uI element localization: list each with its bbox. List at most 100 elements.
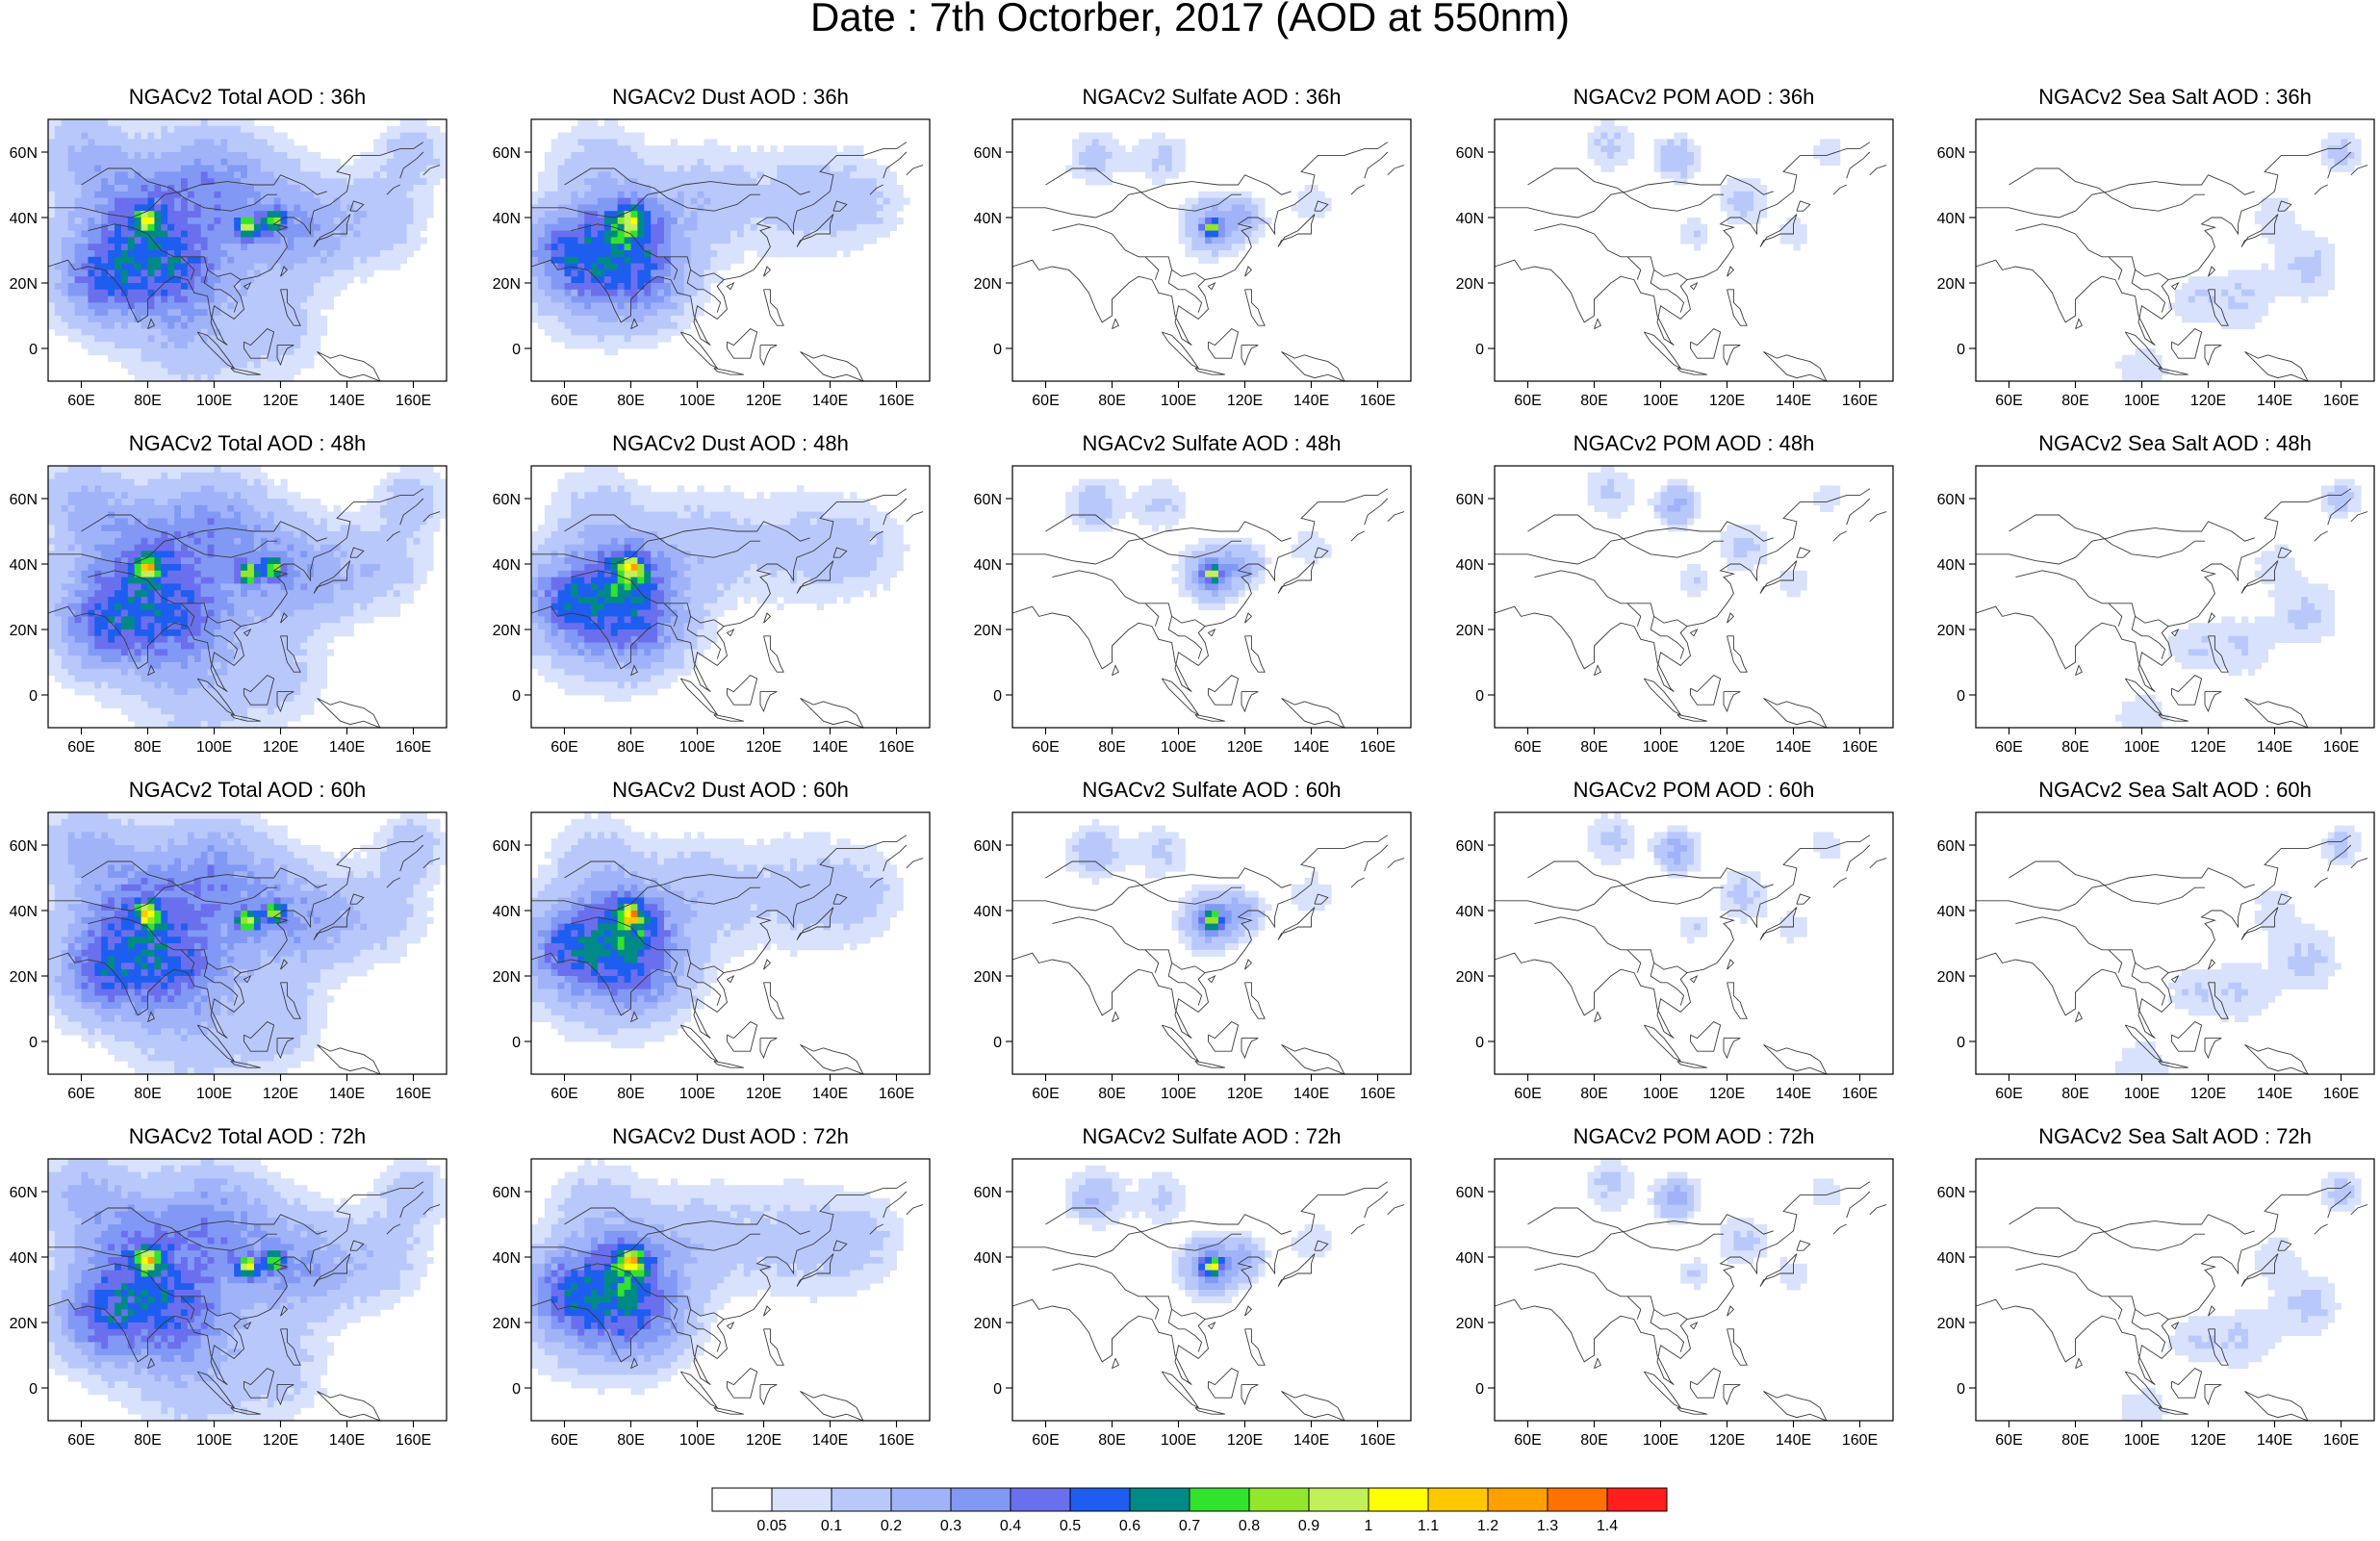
- colorbar-swatch: [1428, 1488, 1488, 1511]
- lat-tick-label: 60N: [974, 145, 1002, 162]
- lon-tick-label: 100E: [1161, 1432, 1196, 1449]
- lat-tick-label: 0: [29, 1035, 38, 1051]
- lon-tick-label: 160E: [2323, 1432, 2359, 1449]
- colorbar-label: 1.2: [1477, 1518, 1498, 1534]
- lon-tick-label: 80E: [2061, 739, 2088, 756]
- colorbar-swatch: [1011, 1488, 1070, 1511]
- lon-tick-label: 120E: [1227, 1086, 1263, 1102]
- lat-tick-label: 60N: [974, 838, 1002, 855]
- colorbar-swatch: [1369, 1488, 1428, 1511]
- lon-tick-label: 160E: [879, 1432, 914, 1449]
- lon-tick-label: 140E: [812, 393, 848, 409]
- colorbar-label: 0.8: [1239, 1518, 1260, 1534]
- colorbar-swatch: [1548, 1488, 1607, 1511]
- lon-tick-label: 80E: [1580, 739, 1607, 756]
- lat-tick-label: 20N: [10, 623, 38, 639]
- lat-tick-label: 0: [1957, 1381, 1965, 1398]
- colorbar-label: 0.9: [1298, 1518, 1319, 1534]
- lon-tick-label: 140E: [812, 1432, 848, 1449]
- lat-tick-label: 20N: [1456, 969, 1484, 986]
- lat-tick-label: 20N: [493, 969, 521, 986]
- lon-tick-label: 120E: [2190, 1432, 2226, 1449]
- lat-tick-label: 20N: [1937, 1316, 1965, 1332]
- lat-tick-label: 60N: [10, 838, 38, 855]
- lon-tick-label: 100E: [679, 739, 715, 756]
- lon-tick-label: 160E: [879, 739, 914, 756]
- aod-field: [2122, 1172, 2362, 1422]
- lon-tick-label: 120E: [263, 1432, 298, 1449]
- lon-tick-label: 140E: [2257, 739, 2292, 756]
- lon-tick-label: 100E: [196, 1432, 232, 1449]
- lon-tick-label: 120E: [1709, 393, 1745, 409]
- lon-tick-label: 60E: [550, 1086, 577, 1102]
- lon-tick-label: 160E: [1360, 739, 1395, 756]
- lon-tick-label: 120E: [263, 1086, 298, 1102]
- aod-field: [531, 1159, 904, 1395]
- lon-tick-label: 140E: [329, 739, 365, 756]
- lat-tick-label: 0: [1957, 1035, 1965, 1051]
- lat-tick-label: 0: [1475, 342, 1484, 358]
- lon-tick-label: 100E: [1643, 1432, 1678, 1449]
- lat-tick-label: 40N: [974, 904, 1002, 920]
- lat-tick-label: 0: [29, 688, 38, 705]
- lat-tick-label: 40N: [493, 904, 521, 920]
- lon-tick-label: 160E: [1842, 739, 1878, 756]
- lat-tick-label: 40N: [1937, 211, 1965, 227]
- lon-tick-label: 100E: [2124, 1432, 2160, 1449]
- lat-tick-label: 0: [993, 1381, 1002, 1398]
- lat-tick-label: 20N: [10, 969, 38, 986]
- lon-tick-label: 140E: [329, 393, 365, 409]
- colorbar-swatch: [1488, 1488, 1548, 1511]
- lon-tick-label: 160E: [879, 393, 914, 409]
- lon-tick-label: 80E: [1580, 1432, 1607, 1449]
- lon-tick-label: 140E: [2257, 1086, 2292, 1102]
- lon-tick-label: 140E: [812, 1086, 848, 1102]
- lat-tick-label: 60N: [1456, 838, 1484, 855]
- lat-tick-label: 40N: [1456, 1250, 1484, 1267]
- lat-tick-label: 0: [29, 342, 38, 358]
- lon-tick-label: 80E: [617, 393, 644, 409]
- lon-tick-label: 60E: [550, 1432, 577, 1449]
- lat-tick-label: 40N: [974, 211, 1002, 227]
- lat-tick-label: 40N: [493, 211, 521, 227]
- lon-tick-label: 100E: [196, 1086, 232, 1102]
- aod-field: [531, 812, 904, 1048]
- lon-tick-label: 140E: [2257, 1432, 2292, 1449]
- lon-tick-label: 140E: [1293, 1432, 1329, 1449]
- lon-tick-label: 120E: [746, 1086, 781, 1102]
- lat-tick-label: 0: [993, 342, 1002, 358]
- lat-tick-label: 20N: [10, 1316, 38, 1332]
- lon-tick-label: 160E: [2323, 739, 2359, 756]
- lat-tick-label: 60N: [493, 492, 521, 508]
- lat-tick-label: 60N: [1937, 838, 1965, 855]
- colorbar-swatch: [891, 1488, 951, 1511]
- lat-tick-label: 20N: [10, 276, 38, 293]
- lat-tick-label: 40N: [1937, 557, 1965, 574]
- lon-tick-label: 80E: [2061, 393, 2088, 409]
- lon-tick-label: 80E: [134, 393, 161, 409]
- aod-field: [48, 466, 447, 728]
- lon-tick-label: 80E: [1580, 393, 1607, 409]
- lon-tick-label: 100E: [1161, 1086, 1196, 1102]
- lat-tick-label: 0: [993, 688, 1002, 705]
- lon-tick-label: 120E: [2190, 739, 2226, 756]
- aod-field: [1065, 133, 1331, 264]
- lat-tick-label: 60N: [10, 145, 38, 162]
- lon-tick-label: 60E: [1514, 1432, 1541, 1449]
- lat-tick-label: 40N: [1456, 211, 1484, 227]
- colorbar-label: 0.2: [881, 1518, 902, 1534]
- lat-tick-label: 60N: [493, 1185, 521, 1201]
- lon-tick-label: 120E: [746, 1432, 781, 1449]
